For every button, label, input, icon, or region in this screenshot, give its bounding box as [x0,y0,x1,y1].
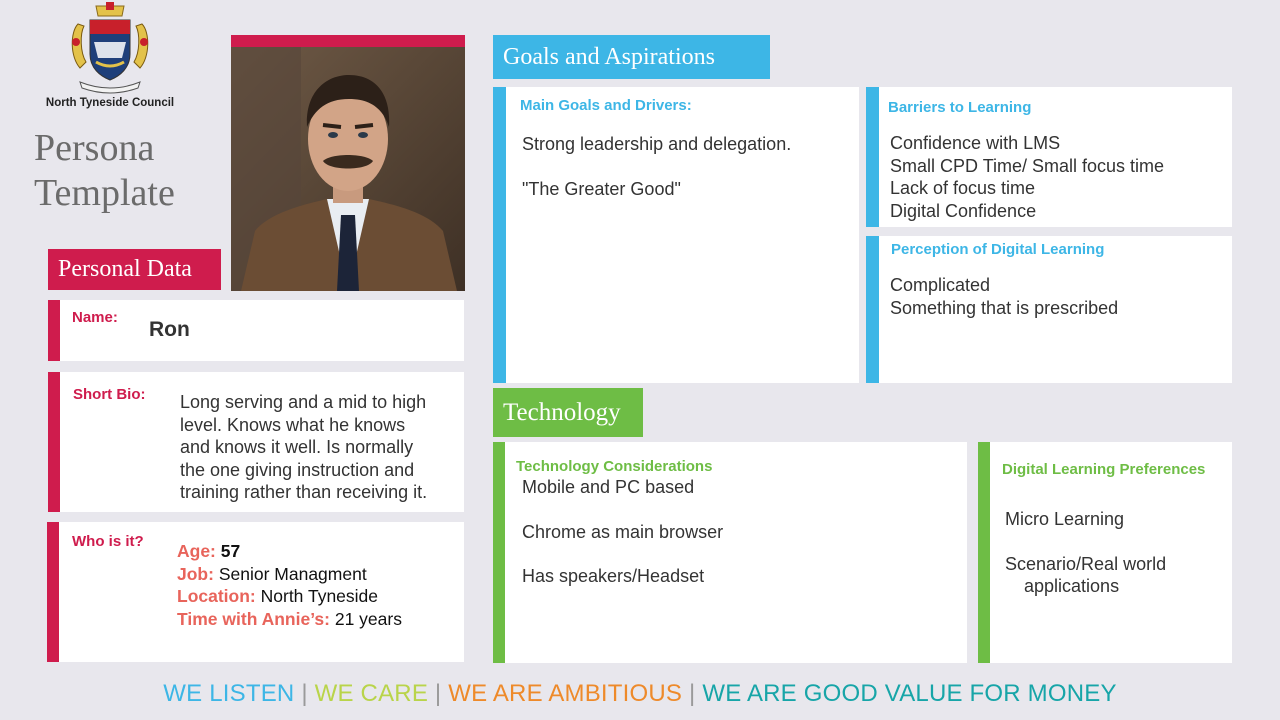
perception-label: Perception of Digital Learning [891,241,1105,258]
main-goal-item: "The Greater Good" [522,178,681,199]
bio-line: Long serving and a mid to high [180,392,427,412]
personal-data-header: Personal Data [48,249,221,290]
name-label: Name: [72,309,118,326]
barrier-item: Digital Confidence [890,200,1037,221]
tech-item: Chrome as main browser [522,521,724,542]
bio-line: training rather than receiving it. [180,482,428,502]
bio-text: Long serving and a mid to high level. Kn… [180,391,427,504]
who-card: Who is it? Age: 57 Job: Senior Managment… [47,522,464,662]
job-label: Job: [177,563,214,584]
tech-item: Has speakers/Headset [522,566,705,586]
technology-header: Technology [493,388,643,437]
council-name: North Tyneside Council [45,97,175,109]
age-value: 57 [220,541,241,561]
barriers-list: Confidence with LMS Small CPD Time/ Smal… [890,132,1164,222]
main-goals-label: Main Goals and Drivers: [520,97,692,114]
age-row: Age: 57 [177,540,402,563]
tech-considerations-label: Technology Considerations [516,458,713,475]
photo-accent-bar [231,35,465,47]
main-goals-list: Strong leadership and delegation. "The G… [522,133,791,200]
learning-preferences-list: Micro Learning Scenario/Real world appli… [1005,508,1166,598]
barrier-item: Lack of focus time [890,178,1036,198]
footer-separator: | [301,680,308,707]
name-card: Name: Ron [48,300,464,361]
job-value: Senior Managment [218,563,367,584]
location-row: Location: North Tyneside [177,585,402,608]
job-row: Job: Senior Managment [177,563,402,586]
bio-card: Short Bio: Long serving and a mid to hig… [48,372,464,512]
main-goal-item: Strong leadership and delegation. [522,134,792,154]
tech-considerations-list: Mobile and PC based Chrome as main brows… [522,476,723,588]
learning-preferences-card: Digital Learning Preferences Micro Learn… [978,442,1232,663]
who-label: Who is it? [72,533,144,550]
time-value: 21 years [334,608,402,629]
learning-preferences-label: Digital Learning Preferences [1002,461,1206,478]
preference-item: Micro Learning [1005,509,1125,529]
main-goals-card: Main Goals and Drivers: Strong leadershi… [493,87,859,383]
value-we-care: WE CARE [314,680,429,707]
name-value: Ron [149,318,190,341]
barrier-item: Small CPD Time/ Small focus time [890,155,1165,176]
preference-item: Scenario/Real world [1005,553,1167,574]
preference-item: applications [1024,576,1120,596]
time-label: Time with Annie’s: [177,608,330,629]
value-we-are-ambitious: WE ARE AMBITIOUS [448,680,683,707]
title-line2: Template [34,172,175,214]
perception-card: Perception of Digital Learning Complicat… [866,236,1232,383]
value-we-listen: WE LISTEN [163,680,295,707]
title-line1: Persona [34,127,155,169]
footer-separator: | [689,680,696,707]
page-title: Persona Template [34,126,175,216]
value-good-value: WE ARE GOOD VALUE FOR MONEY [702,680,1117,707]
age-label: Age: [177,541,216,561]
who-details: Age: 57 Job: Senior Managment Location: … [177,540,402,630]
barriers-label: Barriers to Learning [888,99,1032,116]
goals-header: Goals and Aspirations [493,35,770,79]
values-footer: WE LISTEN | WE CARE | WE ARE AMBITIOUS |… [0,680,1280,708]
perception-item: Something that is prescribed [890,297,1119,318]
bio-label: Short Bio: [73,386,146,403]
bio-line: the one giving instruction and [180,459,415,480]
tech-item: Mobile and PC based [522,477,695,497]
barrier-item: Confidence with LMS [890,133,1061,153]
persona-photo [231,47,465,291]
bio-line: level. Knows what he knows [180,414,406,435]
time-row: Time with Annie’s: 21 years [177,608,402,631]
perception-list: Complicated Something that is prescribed [890,274,1118,319]
council-crest-icon [66,2,154,96]
bio-line: and knows it well. Is normally [180,437,414,457]
barriers-card: Barriers to Learning Confidence with LMS… [866,87,1232,227]
perception-item: Complicated [890,275,991,295]
location-value: North Tyneside [260,586,379,606]
footer-separator: | [434,680,442,707]
tech-considerations-card: Technology Considerations Mobile and PC … [493,442,967,663]
location-label: Location: [177,586,256,606]
